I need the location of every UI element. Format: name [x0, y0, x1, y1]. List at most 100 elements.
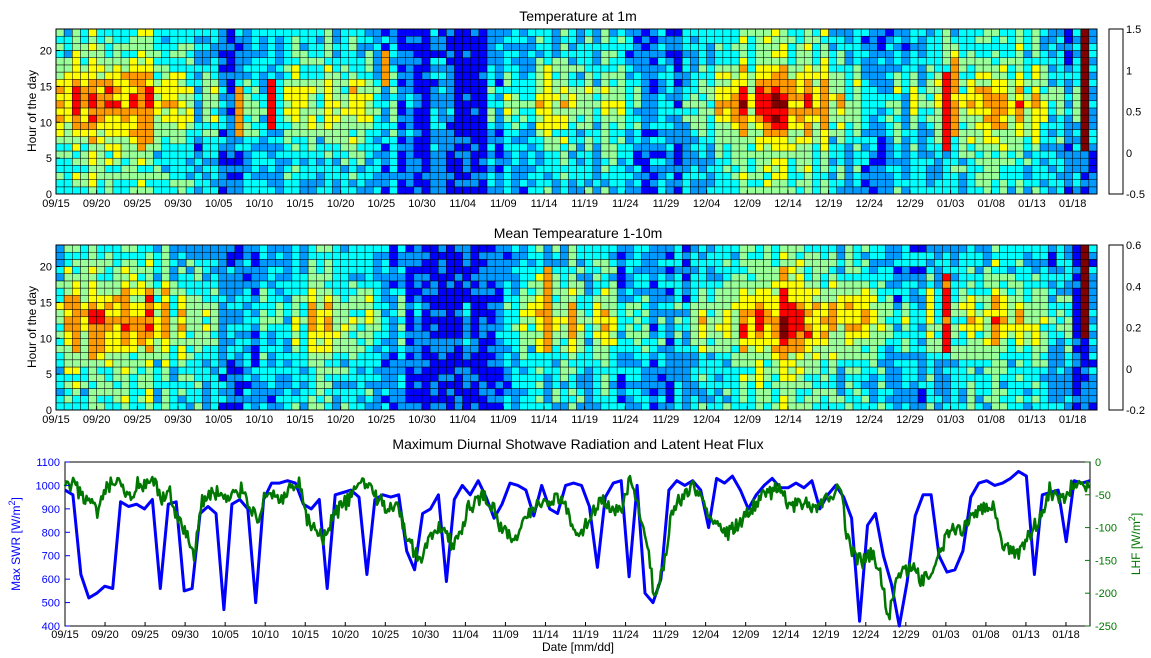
heatmap-cell	[446, 64, 455, 73]
heatmap-cell	[511, 287, 520, 296]
heatmap-cell	[185, 122, 195, 130]
heatmap-cell	[698, 186, 707, 195]
heatmap-cell	[153, 395, 163, 404]
heatmap-cell	[860, 150, 870, 159]
heatmap-cell	[250, 143, 260, 152]
heatmap-cell	[161, 64, 171, 73]
heatmap-cell	[860, 114, 870, 123]
heatmap-cell	[747, 186, 756, 195]
heatmap-cell	[226, 266, 236, 274]
heatmap-cell	[763, 93, 772, 102]
heatmap-cell	[1056, 86, 1065, 94]
heatmap-cell	[275, 388, 285, 396]
heatmap-cell	[893, 100, 903, 109]
heatmap-cell	[291, 287, 301, 296]
heatmap-cell	[747, 330, 756, 339]
heatmap-cell	[608, 100, 618, 109]
heatmap-cell	[738, 43, 748, 51]
heatmap-cell	[527, 50, 537, 58]
heatmap-cell	[397, 136, 407, 145]
heatmap-cell	[389, 316, 398, 325]
heatmap-cell	[738, 381, 748, 389]
heatmap-cell	[795, 122, 805, 130]
heatmap-cell	[633, 100, 642, 109]
heatmap-cell	[576, 338, 585, 346]
heatmap-cell	[681, 35, 691, 44]
heatmap-cell	[494, 359, 504, 368]
heatmap-cell	[470, 35, 480, 44]
heatmap-cell	[608, 143, 618, 152]
heatmap-cell	[608, 93, 618, 102]
heatmap-cell	[698, 28, 707, 37]
heatmap-cell	[454, 35, 463, 44]
heatmap-cell	[551, 323, 561, 332]
heatmap-cell	[706, 259, 716, 267]
heatmap-cell	[332, 50, 341, 58]
heatmap-cell	[316, 402, 325, 411]
heatmap-cell	[177, 244, 187, 253]
heatmap-cell	[877, 143, 886, 152]
heatmap-cell	[421, 402, 431, 411]
heatmap-cell	[397, 266, 407, 274]
heatmap-cell	[96, 251, 106, 260]
heatmap-cell	[112, 114, 122, 123]
heatmap-cell	[389, 373, 398, 382]
heatmap-cell	[169, 352, 179, 361]
heatmap-cell	[576, 28, 585, 37]
heatmap-cell	[608, 273, 618, 282]
heatmap-cell	[600, 381, 610, 389]
heatmap-cell	[690, 323, 699, 332]
heatmap-cell	[161, 107, 171, 116]
heatmap-cell	[429, 280, 439, 289]
heatmap-cell	[389, 93, 398, 102]
heatmap-cell	[242, 330, 252, 339]
heatmap-cell	[543, 157, 553, 166]
heatmap-cell	[852, 78, 862, 87]
heatmap-cell	[625, 179, 634, 188]
heatmap-cell	[714, 165, 724, 173]
heatmap-cell	[145, 186, 154, 195]
heatmap-cell	[356, 78, 366, 87]
heatmap-cell	[437, 366, 447, 375]
heatmap-cell	[364, 251, 374, 260]
heatmap-cell	[657, 251, 667, 260]
heatmap-cell	[738, 150, 748, 159]
heatmap-cell	[690, 402, 699, 411]
heatmap-cell	[202, 122, 211, 130]
heatmap-cell	[950, 107, 960, 116]
heatmap-cell	[665, 280, 675, 289]
heatmap-cell	[795, 43, 805, 51]
heatmap-cell	[242, 352, 252, 361]
heatmap-cell	[405, 330, 415, 339]
heatmap-cell	[869, 64, 878, 73]
heatmap-cell	[860, 35, 870, 44]
heatmap-cell	[120, 294, 130, 303]
heatmap-cell	[104, 143, 114, 152]
heatmap-cell	[88, 86, 97, 94]
heatmap-cell	[454, 273, 463, 282]
heatmap-cell	[169, 28, 179, 37]
heatmap-cell	[470, 186, 480, 195]
heatmap-cell	[128, 172, 138, 180]
heatmap-cell	[673, 114, 683, 123]
heatmap-cell	[934, 157, 943, 166]
heatmap-cell	[486, 129, 496, 137]
heatmap-cell	[633, 57, 642, 66]
heatmap-cell	[730, 64, 740, 73]
heatmap-cell	[747, 388, 756, 396]
heatmap-cell	[942, 86, 951, 94]
heatmap-cell	[413, 78, 423, 87]
heatmap-cell	[616, 244, 626, 253]
heatmap-cell	[543, 165, 553, 173]
heatmap-cell	[120, 359, 130, 368]
heatmap-cell	[153, 100, 163, 109]
heatmap-cell	[527, 43, 537, 51]
heatmap-cell	[722, 157, 732, 166]
heatmap-cell	[283, 266, 293, 274]
heatmap-cell	[608, 86, 618, 94]
heatmap-cell	[633, 309, 642, 318]
heatmap-cell	[1023, 179, 1033, 188]
heatmap-cell	[869, 93, 878, 102]
heatmap-cell	[812, 114, 821, 123]
heatmap-cell	[690, 86, 699, 94]
